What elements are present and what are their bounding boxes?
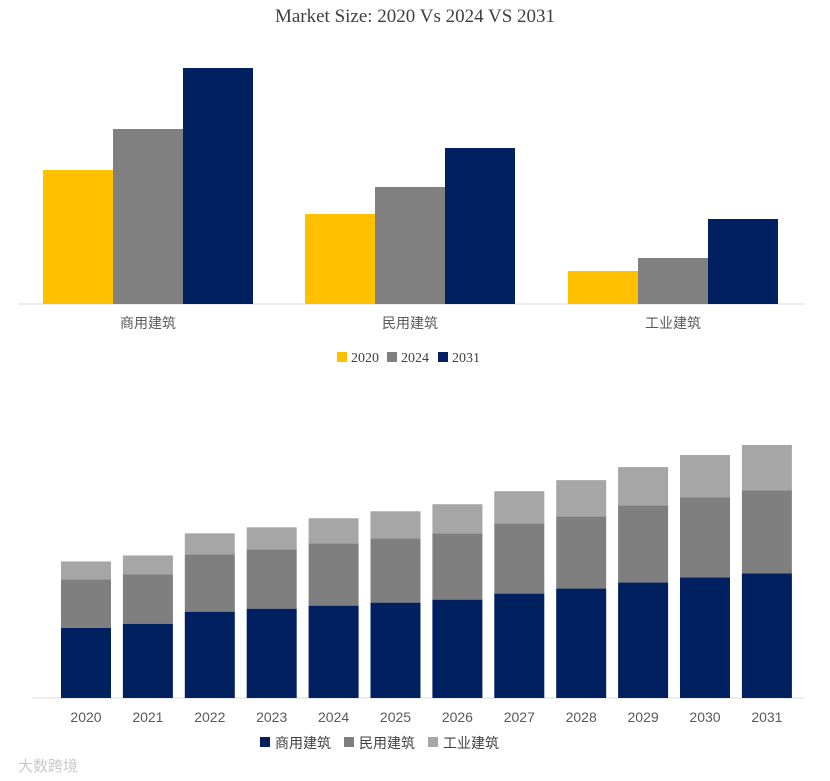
bar-2031-cat0: [183, 68, 253, 304]
bar-2020-cat2: [568, 271, 638, 304]
stack-segment-item-0-2023: [246, 608, 297, 698]
stack-segment-item-2-2022: [184, 533, 235, 555]
stack-segment-item-0-2024: [308, 605, 359, 698]
legend-swatch-series2: [428, 737, 438, 747]
legend-label-2020: 2020: [351, 351, 379, 366]
stack-segment-item-1-2023: [246, 549, 297, 609]
stack-segment-item-2-2030: [680, 455, 730, 498]
stack-segment-item-2-2025: [370, 511, 421, 539]
legend-swatch-2024: [387, 352, 397, 362]
stack-segment-item-0-2020: [61, 627, 111, 698]
legend-swatch-series0: [260, 737, 270, 747]
legend-swatch-2031: [438, 352, 448, 362]
x-tick-label-year: 2023: [256, 709, 287, 725]
stack-segment-item-2-2023: [246, 527, 297, 550]
stack-segment-item-0-2031: [741, 573, 792, 698]
stack-segment-item-0-2030: [680, 577, 730, 698]
legend-label-series1: 民用建筑: [359, 735, 415, 751]
x-tick-label-year: 2026: [442, 709, 473, 725]
bar-2024-cat2: [638, 258, 708, 304]
stack-segment-item-0-2026: [432, 599, 483, 698]
stack-segment-item-1-2030: [680, 497, 730, 578]
stack-segment-item-2-2021: [122, 555, 173, 575]
stack-segment-item-0-2029: [618, 582, 669, 698]
x-tick-label-year: 2021: [132, 709, 163, 725]
x-tick-label-year: 2028: [566, 709, 597, 725]
stack-segment-item-2-2029: [618, 467, 669, 506]
grouped-bar-chart: 商用建筑 民用建筑 工业建筑 2020 2024 2031: [18, 68, 805, 366]
stack-segment-item-1-2026: [432, 533, 483, 600]
stack-segment-item-1-2031: [741, 490, 792, 574]
stack-segment-item-1-2027: [494, 523, 545, 594]
stack-segment-item-1-2028: [556, 516, 607, 589]
stack-segment-item-0-2022: [184, 611, 235, 698]
bar-2031-cat2: [708, 219, 778, 304]
legend-label-2024: 2024: [401, 351, 429, 366]
bar-2020-cat0: [43, 170, 113, 304]
chart-title: Market Size: 2020 Vs 2024 VS 2031: [274, 6, 556, 27]
bar-2024-cat1: [375, 187, 445, 304]
stack-segment-item-2-2028: [556, 480, 607, 517]
stack-segment-item-2-2026: [432, 504, 483, 534]
x-tick-label-year: 2030: [689, 709, 720, 725]
stack-segment-item-2-2020: [61, 561, 111, 580]
stack-segment-item-1-2024: [308, 543, 359, 606]
x-tick-label-year: 2027: [504, 709, 535, 725]
legend-label-2031: 2031: [452, 351, 480, 366]
legend-label-series2: 工业建筑: [443, 735, 499, 751]
x-tick-label-year: 2024: [318, 709, 349, 725]
x-tick-label: 民用建筑: [382, 315, 438, 331]
bar-2020-cat1: [305, 214, 375, 304]
x-tick-label: 商用建筑: [120, 315, 176, 331]
stack-segment-item-0-2027: [494, 593, 545, 698]
x-tick-label-year: 2031: [751, 709, 782, 725]
x-tick-label-year: 2020: [70, 709, 101, 725]
legend-label-series0: 商用建筑: [275, 735, 331, 751]
x-tick-label-year: 2022: [194, 709, 225, 725]
bar-2024-cat0: [113, 129, 183, 304]
x-tick-label-year: 2025: [380, 709, 411, 725]
stack-segment-item-2-2024: [308, 518, 359, 544]
stack-segment-item-2-2027: [494, 491, 545, 524]
stack-segment-item-2-2031: [741, 445, 792, 491]
stack-segment-item-1-2020: [61, 579, 111, 628]
stack-segment-item-1-2021: [122, 574, 173, 624]
stack-segment-item-1-2029: [618, 505, 669, 583]
bar-2031-cat1: [445, 148, 515, 304]
watermark: 大数跨境: [18, 757, 79, 775]
stack-segment-item-1-2022: [184, 554, 235, 612]
stack-segment-item-0-2025: [370, 602, 421, 698]
stack-segment-item-0-2021: [122, 623, 173, 698]
x-tick-label-year: 2029: [628, 709, 659, 725]
x-tick-label: 工业建筑: [645, 315, 701, 331]
legend-swatch-series1: [344, 737, 354, 747]
stack-segment-item-0-2028: [556, 588, 607, 698]
legend-swatch-2020: [337, 352, 347, 362]
stack-segment-item-1-2025: [370, 538, 421, 603]
